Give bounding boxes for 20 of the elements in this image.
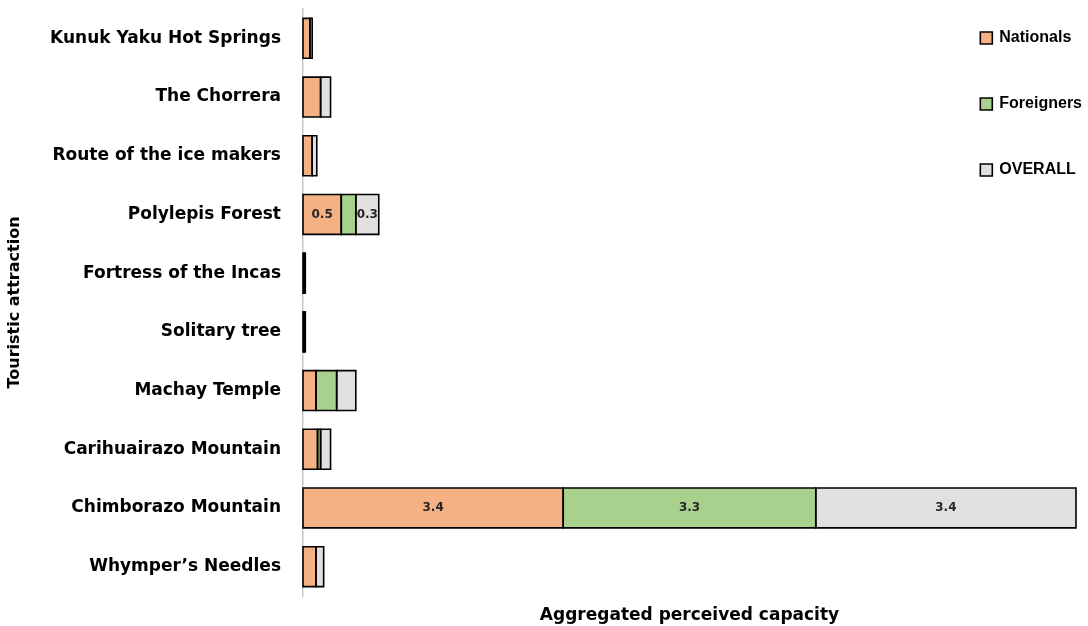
legend-label: Foreigners — [999, 94, 1083, 112]
y-tick-label: Whymper’s Needles — [89, 555, 281, 576]
y-tick-label: The Chorrera — [155, 85, 281, 106]
y-tick-label: Carihuairazo Mountain — [63, 437, 281, 458]
legend-label: OVERALL — [999, 160, 1076, 178]
y-tick-label: Route of the ice makers — [52, 144, 281, 165]
x-axis-title: Aggregated perceived capacity — [539, 604, 840, 625]
data-label: 0.3 — [356, 206, 378, 221]
data-label: 3.3 — [678, 500, 701, 515]
y-axis-title: Touristic attraction — [3, 216, 23, 389]
y-tick-label: Machay Temple — [134, 378, 281, 399]
legend-label: Nationals — [999, 28, 1072, 46]
y-tick-label: Fortress of the Incas — [83, 261, 281, 282]
y-tick-label: Solitary tree — [160, 320, 281, 341]
data-label: 3.4 — [422, 500, 444, 515]
data-label: 0.5 — [311, 206, 333, 221]
y-tick-label: Kunuk Yaku Hot Springs — [50, 26, 281, 47]
y-tick-label: Chimborazo Mountain — [71, 496, 281, 517]
data-label: 3.4 — [935, 500, 957, 515]
y-tick-label: Polylepis Forest — [127, 202, 281, 223]
